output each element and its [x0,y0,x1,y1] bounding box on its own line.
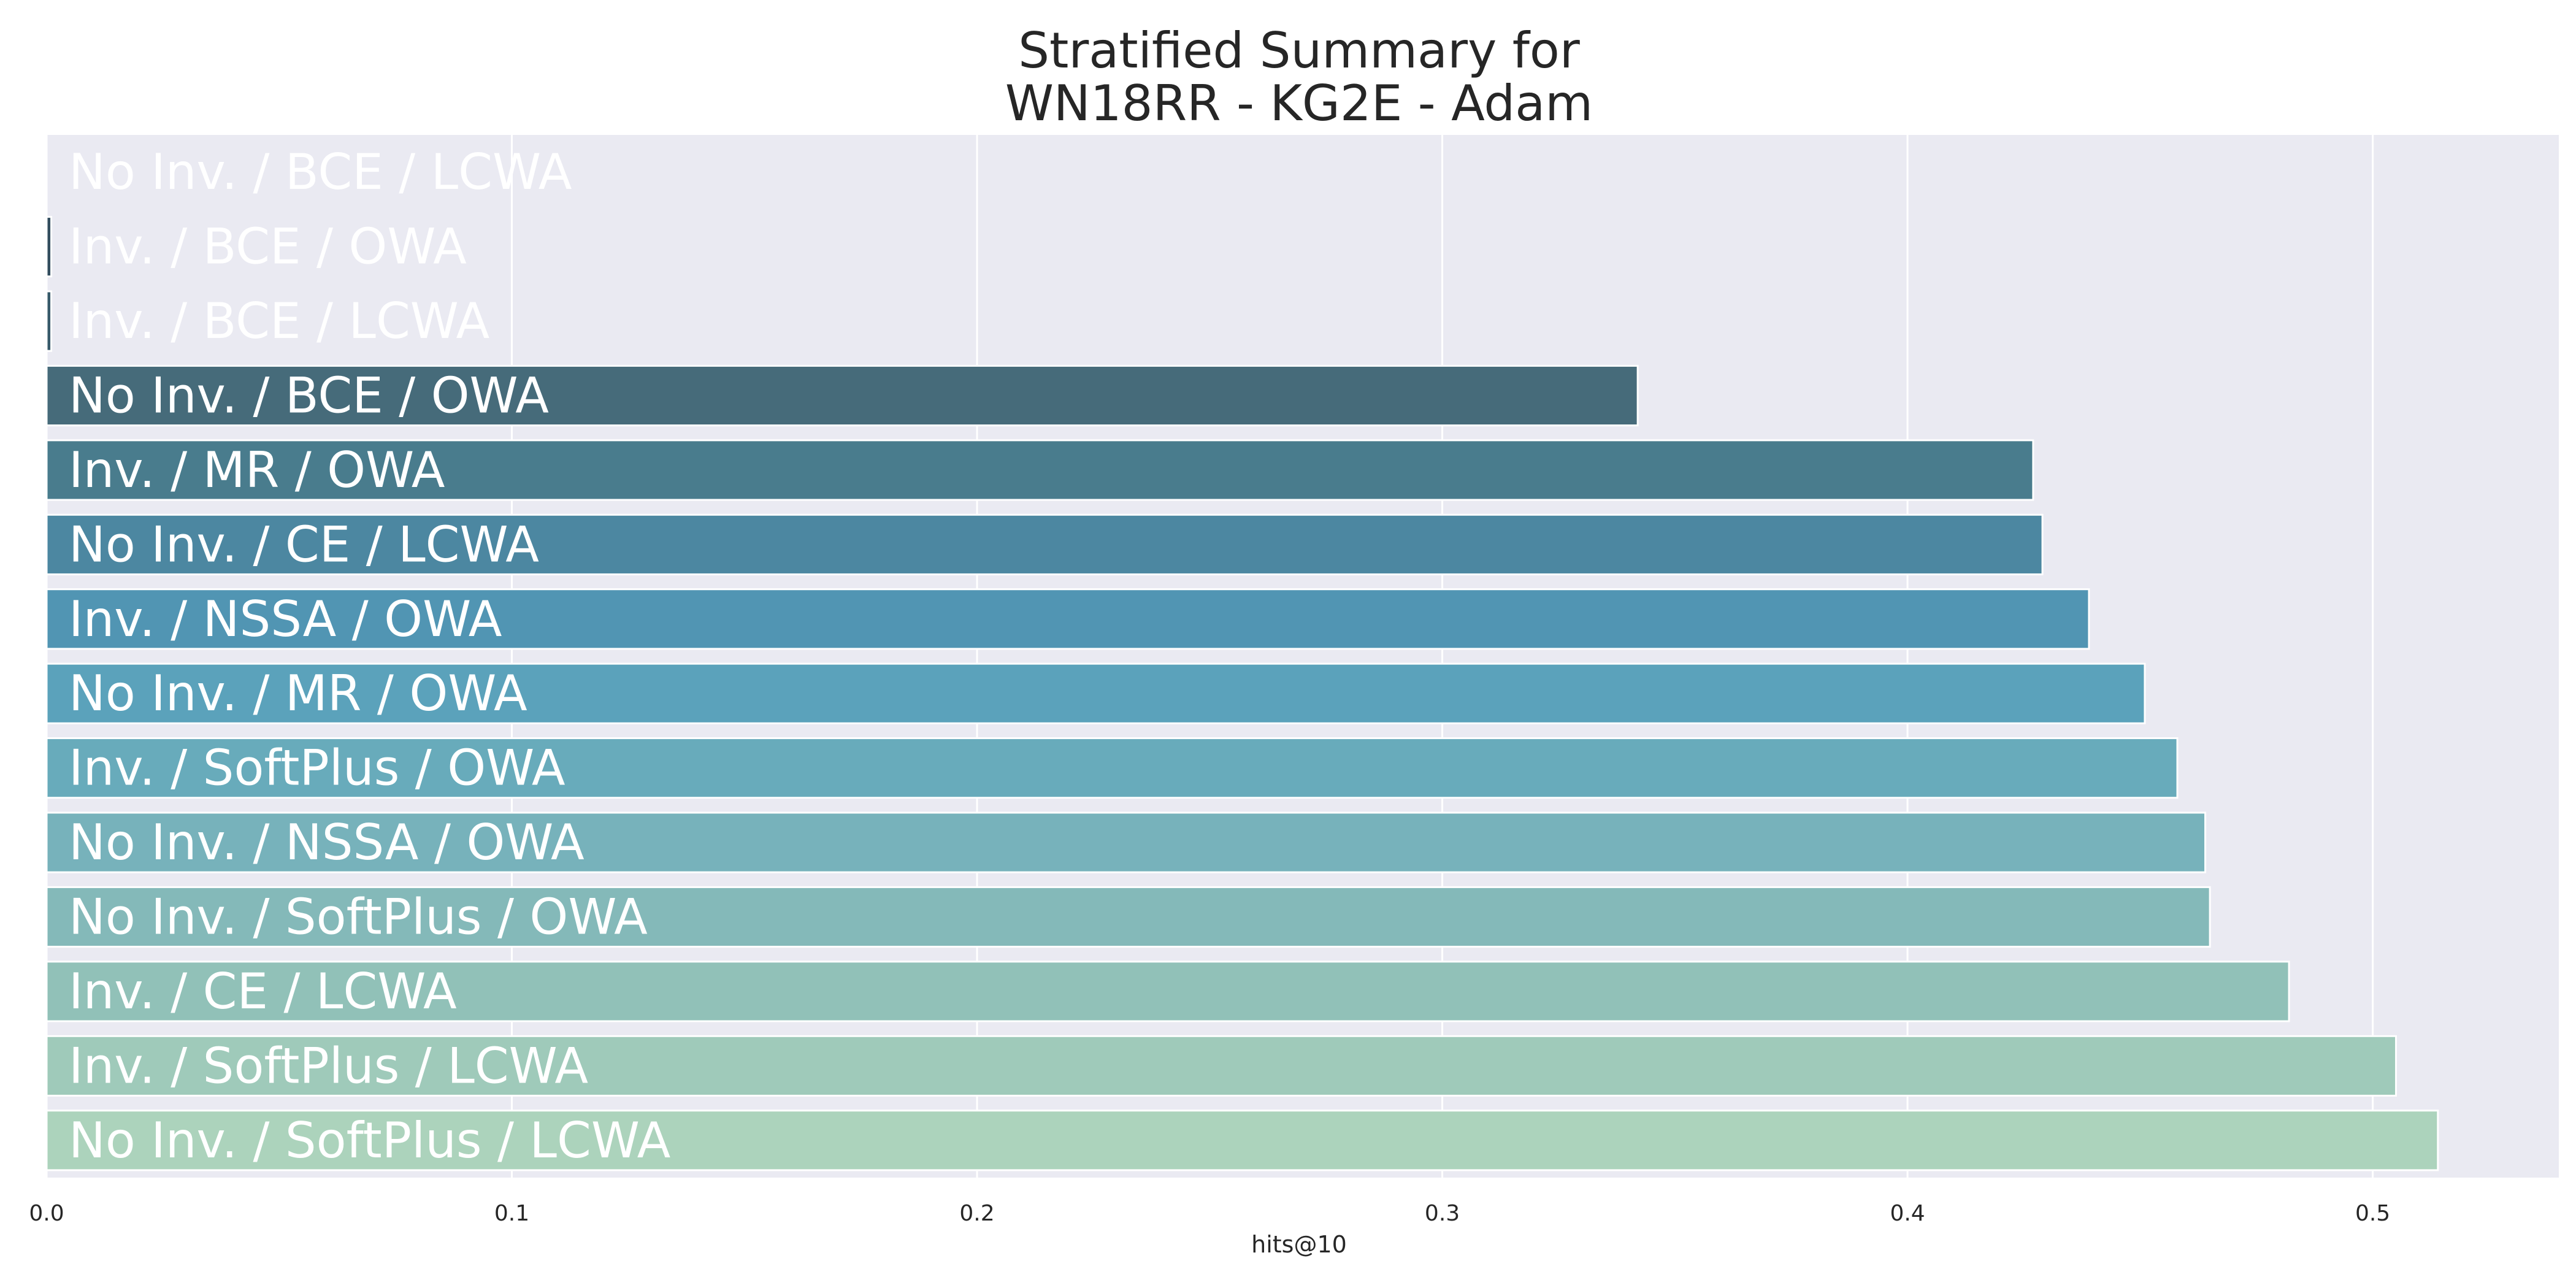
bar-label: Inv. / MR / OWA [69,442,445,499]
bar-label: No Inv. / MR / OWA [69,665,527,722]
bar-label: No Inv. / BCE / OWA [69,367,549,424]
bar-label: No Inv. / SoftPlus / OWA [69,889,648,946]
bar [45,960,2290,1022]
bar-label: Inv. / SoftPlus / LCWA [69,1037,588,1094]
bar [45,588,2090,650]
x-tick-label: 0.0 [29,1201,64,1226]
x-axis-label: hits@10 [1251,1231,1347,1258]
bar-label: No Inv. / BCE / LCWA [69,144,572,201]
bar-label: No Inv. / SoftPlus / LCWA [69,1112,671,1169]
bar-label: Inv. / BCE / OWA [69,218,467,275]
bar-label: No Inv. / CE / LCWA [69,516,539,573]
x-tick-label: 0.3 [1425,1201,1460,1226]
bar-labels: No Inv. / BCE / LCWA Inv. / BCE / OWA Inv.… [69,144,671,1169]
bar-label: Inv. / NSSA / OWA [69,591,502,648]
x-tick-label: 0.5 [2355,1201,2390,1226]
bar [45,886,2211,948]
chart-title-line-1: Stratified Summary for [1018,22,1580,79]
x-tick-label: 0.2 [959,1201,994,1226]
bar [45,290,53,352]
bar [45,513,2044,575]
bar [45,662,2146,724]
bar [45,737,2179,799]
x-tick-label: 0.4 [1890,1201,1925,1226]
bar-label: Inv. / SoftPlus / OWA [69,740,565,797]
bar [45,364,1639,427]
bar-label: Inv. / CE / LCWA [69,963,457,1020]
bar [45,216,53,278]
bar [45,1110,2439,1171]
x-axis-ticks: 0.0 0.1 0.2 0.3 0.4 0.5 [29,1201,2390,1226]
bar [45,439,2034,501]
x-tick-label: 0.1 [494,1201,529,1226]
chart-title-line-2: WN18RR - KG2E - Adam [1005,75,1593,132]
bar-label: No Inv. / NSSA / OWA [69,814,585,871]
bar-label: Inv. / BCE / LCWA [69,293,490,350]
bar [45,1035,2398,1097]
bar [45,811,2207,873]
bars [45,216,2439,1171]
